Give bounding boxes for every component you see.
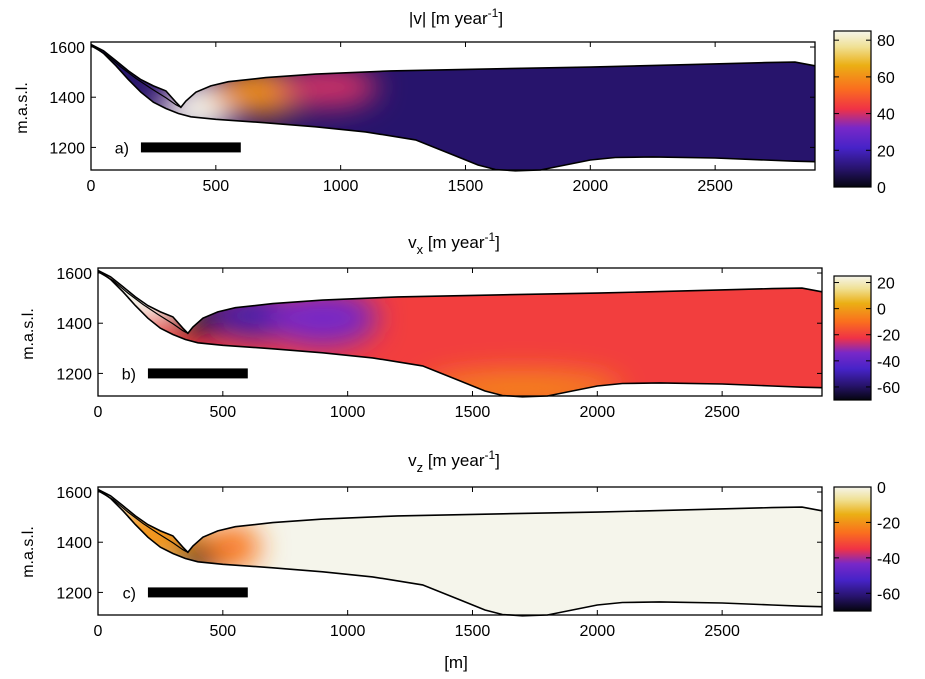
glacier-bed-line (97, 488, 823, 617)
y-tick-label: 1400 (56, 535, 92, 552)
panel-a-plot: a) 0 500 1000 1500 2000 2500 1200 1400 1600 (49, 40, 816, 195)
colorbar-tick-label: 80 (877, 33, 895, 50)
x-tick-label: 2000 (580, 404, 616, 421)
colorbar-tick-label: -60 (877, 380, 900, 397)
tributary-line (97, 490, 189, 553)
x-tick-label: 2000 (580, 623, 616, 640)
x-tick-label: 500 (209, 404, 236, 421)
glacier-bed-line (90, 43, 816, 172)
panel-a-colorbar: 0 20 40 60 80 (833, 30, 895, 197)
glacier-surface-line (90, 43, 816, 109)
scale-bar (147, 368, 248, 379)
glacier-bed-line (97, 269, 823, 398)
colorbar-gradient (833, 486, 872, 612)
panel-a-ylabel: m.a.s.l. (14, 82, 31, 134)
scale-bar (147, 587, 248, 598)
panel-c-ylabel: m.a.s.l. (20, 526, 37, 578)
field-blob (267, 290, 378, 346)
x-tick-label: 500 (202, 178, 229, 195)
colorbar-tick-label: -20 (877, 328, 900, 345)
panel-b: vx [m year-1] b) 0 500 1000 1500 2000 2500 1200… (20, 230, 900, 421)
x-tick-label: 2500 (697, 178, 733, 195)
colorbar-tick-label: -40 (877, 354, 900, 371)
colorbar-tick-label: 0 (877, 302, 886, 319)
tributary-line (90, 45, 182, 108)
tributary-line (97, 271, 189, 334)
panel-label: a) (115, 140, 129, 157)
y-tick-label: 1200 (49, 140, 85, 157)
panel-c: vz [m year-1] c) 0 500 1000 1500 2000 2500 1200… (20, 448, 900, 640)
y-tick-label: 1400 (49, 90, 85, 107)
axes-box (97, 486, 823, 616)
y-tick-label: 1400 (56, 316, 92, 333)
panel-b-plot: b) 0 500 1000 1500 2000 2500 1200 1400 1600 (56, 266, 823, 421)
x-tick-label: 1500 (455, 623, 491, 640)
x-tick-label: 500 (209, 623, 236, 640)
panel-c-title: vz [m year-1] (408, 448, 500, 475)
colorbar-tick-label: -40 (877, 551, 900, 568)
colorbar-tick-label: 20 (877, 143, 895, 160)
x-tick-label: 1000 (330, 623, 366, 640)
field-blob (278, 67, 379, 108)
scale-bar (140, 142, 241, 153)
x-tick-label: 1000 (330, 404, 366, 421)
glacier-surface-line (97, 269, 823, 335)
colorbar-tick-label: -20 (877, 515, 900, 532)
x-axis-label: [m] (444, 653, 468, 672)
panel-label: b) (122, 366, 136, 383)
panel-c-colorbar: 0 -20 -40 -60 (833, 480, 900, 612)
panel-b-ylabel: m.a.s.l. (20, 308, 37, 360)
panel-a: |v| [m year-1] a) 0 500 1000 1500 2000 2500 120… (14, 6, 895, 197)
axes-box (97, 267, 823, 397)
y-tick-label: 1600 (56, 266, 92, 283)
colorbar-gradient (833, 275, 872, 401)
field-blob (205, 524, 261, 570)
x-tick-label: 0 (94, 404, 103, 421)
x-tick-label: 1500 (448, 178, 484, 195)
colorbar-gradient (833, 30, 872, 188)
panel-b-colorbar: 20 0 -20 -40 -60 (833, 275, 900, 401)
colorbar-tick-label: 0 (877, 180, 886, 197)
colorbar-tick-label: 20 (877, 276, 895, 293)
colorbar-tick-label: 60 (877, 70, 895, 87)
panel-a-title: |v| [m year-1] (409, 6, 503, 28)
y-tick-label: 1200 (56, 366, 92, 383)
panel-label: c) (123, 585, 136, 602)
field-blob (422, 370, 623, 397)
x-tick-label: 1000 (323, 178, 359, 195)
y-tick-label: 1600 (49, 40, 85, 57)
x-tick-label: 2000 (573, 178, 609, 195)
glacier-surface-line (97, 488, 823, 554)
x-tick-label: 0 (94, 623, 103, 640)
panel-b-title: vx [m year-1] (408, 230, 500, 257)
colorbar-tick-label: -60 (877, 586, 900, 603)
x-tick-label: 1500 (455, 404, 491, 421)
x-tick-label: 0 (87, 178, 96, 195)
colorbar-tick-label: 40 (877, 107, 895, 124)
axes-box (90, 41, 816, 171)
y-tick-label: 1600 (56, 485, 92, 502)
colorbar-tick-label: 0 (877, 480, 886, 497)
x-tick-label: 2500 (704, 404, 740, 421)
y-tick-label: 1200 (56, 585, 92, 602)
panel-c-plot: c) 0 500 1000 1500 2000 2500 1200 1400 1600 (56, 485, 823, 640)
x-tick-label: 2500 (704, 623, 740, 640)
